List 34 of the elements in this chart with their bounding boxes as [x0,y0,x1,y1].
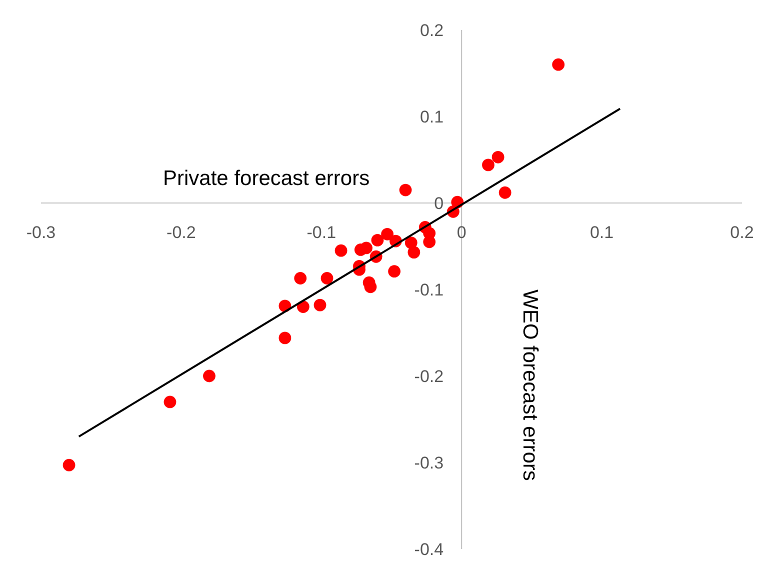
point [278,332,292,344]
y-tick-label: -0.1 [414,280,444,300]
y-tick-label: -0.2 [414,366,444,386]
point [371,234,384,246]
x-tick-label: -0.3 [26,223,56,242]
point [552,58,565,71]
point [492,150,504,164]
y-tick-label: -0.3 [414,453,444,472]
point [320,272,334,284]
y-tick-label: -0.4 [414,540,444,559]
point [498,186,512,199]
point [203,370,216,382]
x-axis-title: Private forecast errors [163,167,370,190]
y-tick-label: 0.1 [420,107,444,126]
y-tick-label: 0 [434,194,444,213]
point [294,272,307,284]
x-tick-label: -0.2 [166,223,196,242]
point [334,244,348,257]
point [482,158,494,172]
point [381,228,394,240]
x-tick-label: 0.2 [730,223,754,242]
point [408,246,420,259]
point [354,244,367,256]
point [388,265,401,278]
y-tick-label: 0.2 [420,20,444,40]
point [423,227,436,240]
point [314,298,326,312]
x-tick-label: 0.1 [590,223,614,242]
point [164,396,176,408]
y-axis-title: WEO forecast errors [518,290,542,481]
x-tick-label: 0 [456,223,466,242]
point [62,458,76,472]
x-tick-label: -0.1 [306,223,336,242]
point [399,184,412,196]
